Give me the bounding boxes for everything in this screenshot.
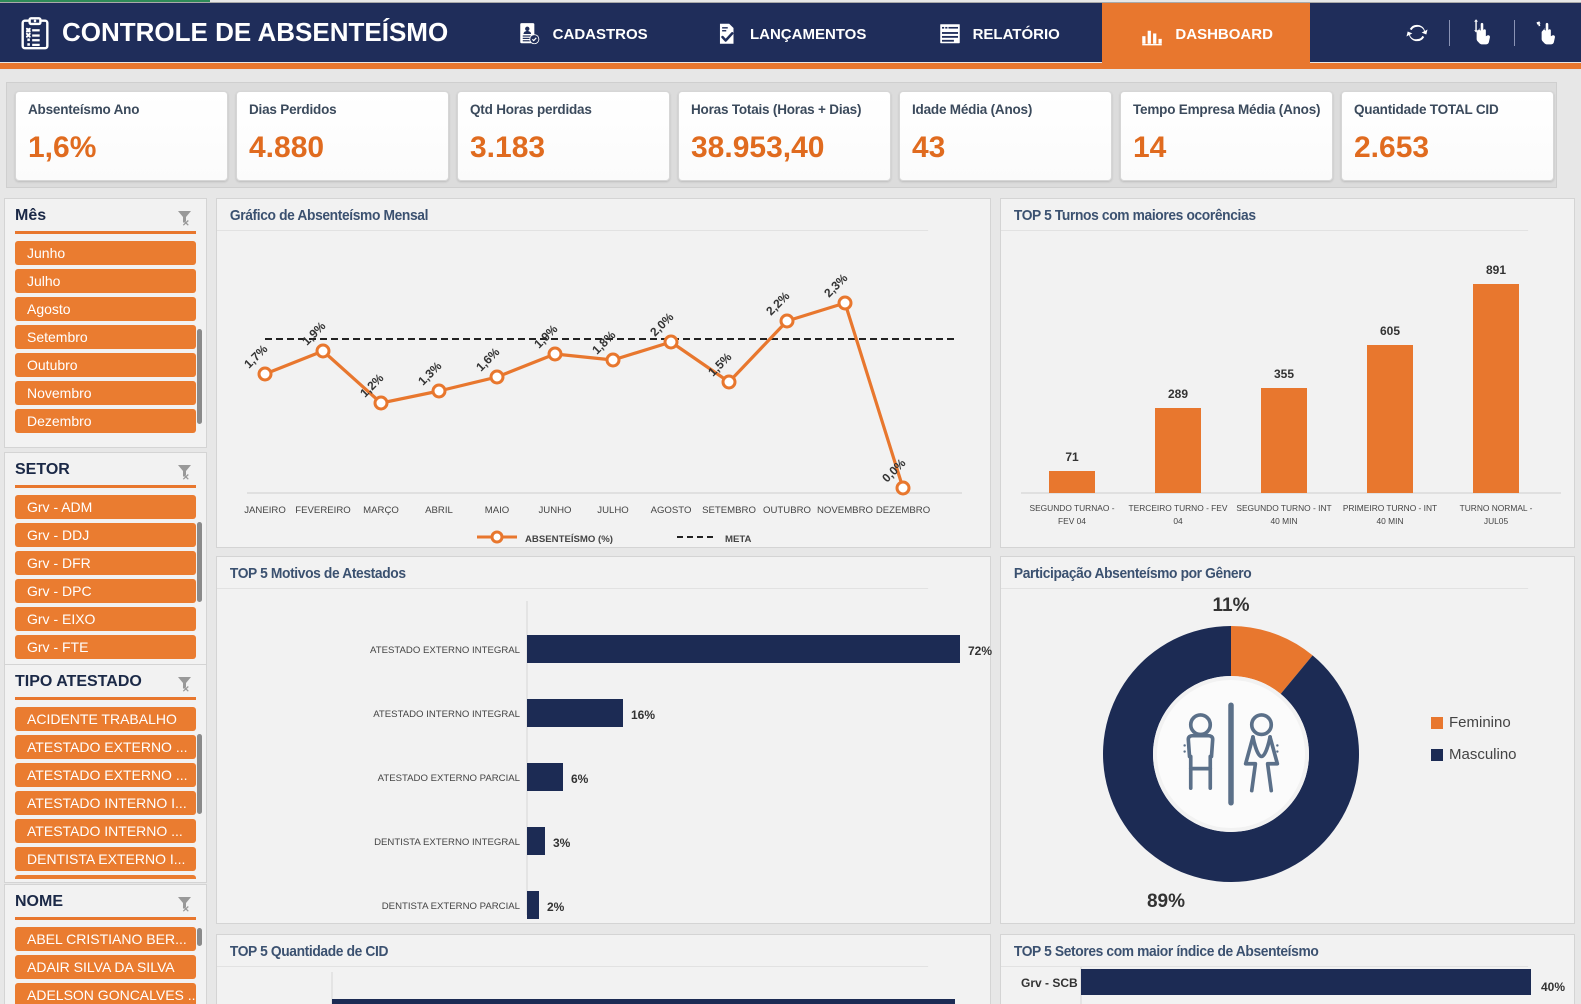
svg-text:JUL05: JUL05 [1484,516,1509,526]
svg-text:40 MIN: 40 MIN [1377,516,1404,526]
svg-text:SEGUNDO TURNAO -: SEGUNDO TURNAO - [1030,503,1115,513]
svg-text:MAIO: MAIO [485,505,510,516]
svg-text:3%: 3% [553,836,571,850]
svg-text:6%: 6% [571,772,589,786]
svg-text:JUNHO: JUNHO [538,505,571,516]
svg-text:TURNO NORMAL -: TURNO NORMAL - [1460,503,1533,513]
svg-text:891: 891 [1486,263,1506,277]
svg-text:ATESTADO EXTERNO PARCIAL: ATESTADO EXTERNO PARCIAL [378,773,521,784]
svg-text:11%: 11% [1213,595,1250,616]
svg-text:71: 71 [1065,450,1079,464]
svg-text:SETEMBRO: SETEMBRO [702,505,756,516]
svg-text:OUTUBRO: OUTUBRO [763,505,811,516]
svg-text:NOVEMBRO: NOVEMBRO [817,505,873,516]
svg-text:MARÇO: MARÇO [363,505,399,516]
svg-text:605: 605 [1380,324,1400,338]
svg-text:ABSENTEÍSMO (%): ABSENTEÍSMO (%) [525,533,613,545]
svg-text:FEVEREIRO: FEVEREIRO [295,505,350,516]
svg-text:JULHO: JULHO [597,505,628,516]
svg-text:TERCEIRO TURNO - FEV: TERCEIRO TURNO - FEV [1129,503,1228,513]
svg-text:META: META [725,534,752,545]
svg-text:355: 355 [1274,367,1294,381]
svg-text:FEV 04: FEV 04 [1058,516,1086,526]
svg-text:ABRIL: ABRIL [425,505,453,516]
svg-text:72%: 72% [968,644,992,658]
svg-text:2%: 2% [547,900,565,914]
svg-text:DEZEMBRO: DEZEMBRO [876,505,930,516]
svg-text:289: 289 [1168,387,1188,401]
svg-text:DENTISTA EXTERNO PARCIAL: DENTISTA EXTERNO PARCIAL [382,901,521,912]
svg-text:Grv - SCB: Grv - SCB [1021,976,1078,990]
svg-text:40 MIN: 40 MIN [1271,516,1298,526]
svg-text:Feminino: Feminino [1449,714,1511,731]
svg-text:JANEIRO: JANEIRO [244,505,286,516]
svg-text:ATESTADO INTERNO INTEGRAL: ATESTADO INTERNO INTEGRAL [373,709,520,720]
svg-text:ATESTADO EXTERNO INTEGRAL: ATESTADO EXTERNO INTEGRAL [370,645,521,656]
svg-text:DENTISTA EXTERNO INTEGRAL: DENTISTA EXTERNO INTEGRAL [374,837,521,848]
svg-text:Masculino: Masculino [1449,746,1517,763]
svg-text:40%: 40% [1541,980,1565,994]
svg-text:16%: 16% [631,708,655,722]
svg-text:89%: 89% [1147,891,1185,912]
svg-text:SEGUNDO TURNO - INT: SEGUNDO TURNO - INT [1236,503,1331,513]
svg-text:04: 04 [1173,516,1183,526]
svg-text:AGOSTO: AGOSTO [651,505,692,516]
svg-text:PRIMEIRO TURNO - INT: PRIMEIRO TURNO - INT [1343,503,1437,513]
